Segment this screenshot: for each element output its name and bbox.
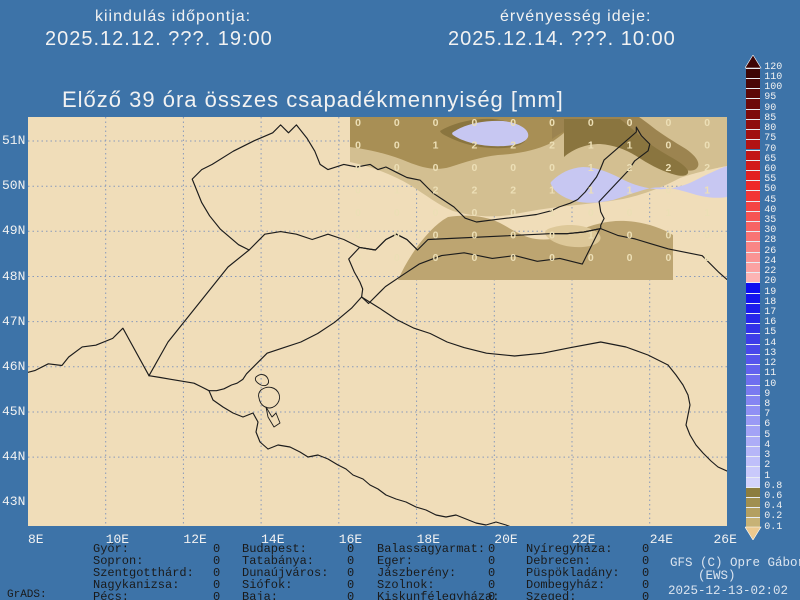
svg-text:0: 0 — [665, 140, 671, 152]
svg-text:0: 0 — [704, 230, 710, 242]
svg-text:0: 0 — [394, 117, 400, 129]
svg-text:0: 0 — [355, 185, 361, 197]
svg-text:0: 0 — [665, 117, 671, 129]
svg-text:0: 0 — [355, 252, 361, 264]
svg-text:0: 0 — [355, 207, 361, 219]
svg-text:0: 0 — [471, 252, 477, 264]
svg-text:0: 0 — [510, 230, 516, 242]
svg-text:0: 0 — [704, 140, 710, 152]
svg-text:1: 1 — [588, 185, 594, 197]
svg-text:0: 0 — [627, 117, 633, 129]
svg-text:0: 0 — [588, 252, 594, 264]
svg-text:0: 0 — [510, 252, 516, 264]
svg-text:0: 0 — [549, 162, 555, 174]
svg-text:0: 0 — [394, 252, 400, 264]
svg-text:0: 0 — [704, 117, 710, 129]
svg-text:0: 0 — [627, 230, 633, 242]
svg-text:2: 2 — [549, 140, 555, 152]
svg-text:1: 1 — [549, 185, 555, 197]
svg-text:1: 1 — [394, 185, 400, 197]
svg-text:2: 2 — [510, 185, 516, 197]
svg-text:2: 2 — [471, 140, 477, 152]
svg-text:0: 0 — [627, 207, 633, 219]
svg-text:0: 0 — [510, 117, 516, 129]
svg-text:0: 0 — [665, 252, 671, 264]
svg-text:2: 2 — [704, 162, 710, 174]
svg-text:0: 0 — [510, 162, 516, 174]
svg-text:0: 0 — [394, 230, 400, 242]
svg-text:0: 0 — [433, 117, 439, 129]
svg-text:0: 0 — [471, 162, 477, 174]
svg-text:0: 0 — [588, 207, 594, 219]
svg-text:0: 0 — [627, 252, 633, 264]
svg-text:0: 0 — [665, 185, 671, 197]
svg-text:1: 1 — [627, 185, 633, 197]
svg-text:1: 1 — [549, 207, 555, 219]
svg-text:0: 0 — [471, 230, 477, 242]
svg-text:0: 0 — [355, 117, 361, 129]
svg-text:1: 1 — [627, 140, 633, 152]
svg-text:0: 0 — [704, 252, 710, 264]
svg-text:0: 0 — [549, 230, 555, 242]
svg-text:0: 0 — [588, 117, 594, 129]
svg-text:0: 0 — [355, 230, 361, 242]
svg-text:0: 0 — [471, 207, 477, 219]
svg-text:1: 1 — [704, 185, 710, 197]
svg-text:0: 0 — [510, 207, 516, 219]
svg-text:0: 0 — [433, 207, 439, 219]
svg-text:0: 0 — [433, 162, 439, 174]
svg-text:0: 0 — [433, 230, 439, 242]
svg-text:2: 2 — [665, 162, 671, 174]
svg-text:1: 1 — [433, 140, 439, 152]
svg-text:0: 0 — [355, 140, 361, 152]
svg-text:0: 0 — [549, 117, 555, 129]
svg-text:1: 1 — [665, 207, 671, 219]
svg-text:0: 0 — [665, 230, 671, 242]
svg-text:2: 2 — [433, 185, 439, 197]
svg-text:1: 1 — [588, 162, 594, 174]
svg-text:0: 0 — [549, 252, 555, 264]
svg-text:0: 0 — [433, 252, 439, 264]
svg-text:1: 1 — [704, 207, 710, 219]
svg-text:0: 0 — [394, 162, 400, 174]
svg-text:2: 2 — [627, 162, 633, 174]
svg-text:0: 0 — [471, 117, 477, 129]
svg-text:0: 0 — [394, 207, 400, 219]
svg-text:2: 2 — [471, 185, 477, 197]
svg-text:1: 1 — [588, 230, 594, 242]
svg-text:1: 1 — [588, 140, 594, 152]
svg-text:0: 0 — [394, 140, 400, 152]
svg-text:2: 2 — [510, 140, 516, 152]
svg-text:0: 0 — [355, 162, 361, 174]
